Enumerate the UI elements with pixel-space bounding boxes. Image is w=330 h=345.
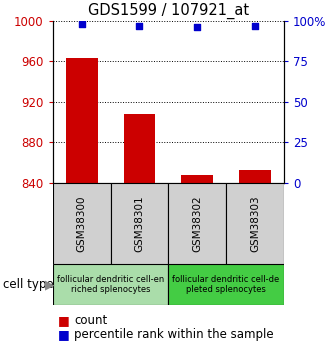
Bar <box>53 183 111 264</box>
Bar <box>226 183 284 264</box>
Bar <box>123 114 155 183</box>
Point <box>252 23 258 28</box>
Text: ■: ■ <box>58 328 70 341</box>
Text: ▶: ▶ <box>45 278 54 291</box>
Bar <box>168 183 226 264</box>
Point <box>137 23 142 28</box>
Text: percentile rank within the sample: percentile rank within the sample <box>74 328 274 341</box>
Text: GSM38300: GSM38300 <box>77 195 87 252</box>
Bar <box>111 183 168 264</box>
Text: follicular dendritic cell-de
pleted splenocytes: follicular dendritic cell-de pleted sple… <box>173 275 280 294</box>
Text: GSM38303: GSM38303 <box>250 195 260 252</box>
Point <box>79 21 84 27</box>
Point <box>195 24 200 30</box>
Title: GDS1599 / 107921_at: GDS1599 / 107921_at <box>88 3 249 19</box>
Text: GSM38302: GSM38302 <box>192 195 202 252</box>
Text: ■: ■ <box>58 314 70 327</box>
Text: count: count <box>74 314 108 327</box>
Text: follicular dendritic cell-en
riched splenocytes: follicular dendritic cell-en riched sple… <box>57 275 164 294</box>
Bar <box>66 58 98 183</box>
Bar <box>53 264 168 305</box>
Text: cell type: cell type <box>3 278 54 291</box>
Bar <box>239 170 271 183</box>
Bar <box>168 264 284 305</box>
Bar <box>181 175 213 183</box>
Text: GSM38301: GSM38301 <box>134 195 145 252</box>
